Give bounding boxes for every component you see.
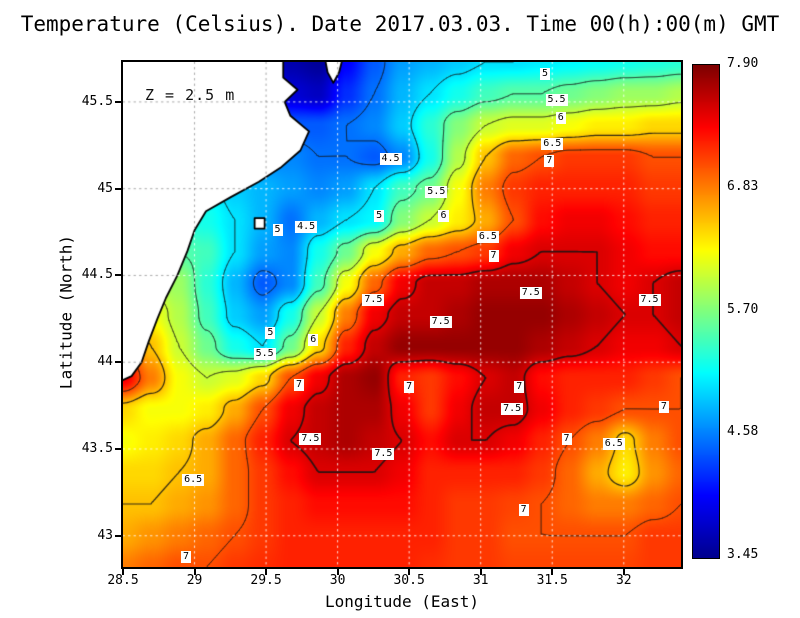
contour-label: 5 — [540, 68, 551, 81]
contour-label: 7.5 — [299, 432, 322, 445]
x-tick-label: 31.5 — [536, 573, 568, 588]
x-tick-label: 28.5 — [107, 573, 139, 588]
x-tick-label: 29 — [186, 573, 203, 588]
contour-label: 7 — [518, 503, 529, 516]
contour-label: 7 — [561, 432, 572, 445]
contour-label: 7 — [404, 380, 415, 393]
colorbar — [692, 64, 720, 559]
y-tick-mark — [115, 534, 121, 537]
contour-label: 7.5 — [519, 286, 542, 299]
contour-label: 7 — [544, 154, 555, 167]
colorbar-tick-label: 5.70 — [727, 301, 759, 317]
contour-label: 7.5 — [501, 403, 524, 416]
colorbar-tick-label: 7.90 — [727, 56, 759, 71]
y-tick-label: 43.5 — [81, 440, 113, 456]
temperature-heatmap-canvas — [123, 62, 681, 567]
x-tick-mark — [193, 569, 196, 575]
y-tick-mark — [115, 361, 121, 364]
contour-label: 5 — [374, 210, 385, 223]
contour-label: 6.5 — [182, 474, 205, 487]
y-tick-mark — [115, 274, 121, 277]
colorbar-gradient-canvas — [693, 65, 719, 558]
contour-label: 7.5 — [638, 293, 661, 306]
y-tick-mark — [115, 187, 121, 190]
contour-label: 6 — [308, 333, 319, 346]
y-tick-label: 44 — [97, 354, 113, 370]
x-tick-label: 30 — [329, 573, 346, 588]
x-axis-label: Longitude (East) — [324, 592, 480, 611]
x-tick-label: 30.5 — [393, 573, 425, 588]
contour-label: 7 — [488, 250, 499, 263]
x-tick-mark — [408, 569, 411, 575]
contour-label: 4.5 — [379, 153, 402, 166]
contour-label: 7.5 — [372, 448, 395, 461]
y-tick-label: 43 — [97, 527, 113, 543]
contour-label: 6 — [555, 111, 566, 124]
contour-label: 6.5 — [476, 231, 499, 244]
contour-label: 7 — [180, 550, 191, 563]
x-tick-mark — [622, 569, 625, 575]
contour-label: 6.5 — [602, 437, 625, 450]
y-tick-mark — [115, 447, 121, 450]
colorbar-tick-label: 4.58 — [727, 424, 759, 440]
y-tick-label: 45 — [97, 180, 113, 196]
contour-label: 5.5 — [253, 347, 276, 360]
y-tick-label: 44.5 — [81, 267, 113, 283]
colorbar-tick-label: 6.83 — [727, 178, 759, 194]
y-tick-label: 45.5 — [81, 93, 113, 109]
chart-title: Temperature (Celsius). Date 2017.03.03. … — [20, 12, 780, 36]
y-tick-mark — [115, 100, 121, 103]
contour-label: 5.5 — [425, 186, 448, 199]
plot-area: Z = 2.5 m 5 5.5 6 6.5 7 4.5 5.5 5 6 6.5 7 5 4.5 7.5 7.… — [121, 60, 683, 569]
contour-label: 6 — [438, 210, 449, 223]
contour-label: 7.5 — [429, 316, 452, 329]
contour-label: 7 — [658, 401, 669, 414]
contour-label: 4.5 — [295, 220, 318, 233]
x-tick-mark — [265, 569, 268, 575]
depth-annotation: Z = 2.5 m — [145, 86, 236, 104]
colorbar-tick-label: 3.45 — [727, 547, 759, 562]
x-tick-mark — [479, 569, 482, 575]
contour-label: 7 — [293, 378, 304, 391]
contour-label: 7.5 — [362, 293, 385, 306]
contour-label: 7 — [514, 380, 525, 393]
x-tick-mark — [336, 569, 339, 575]
contour-label: 5 — [272, 224, 283, 237]
x-tick-label: 31 — [472, 573, 489, 588]
x-tick-label: 29.5 — [250, 573, 282, 588]
x-tick-label: 32 — [615, 573, 632, 588]
contour-label: 5.5 — [545, 94, 568, 107]
x-tick-mark — [122, 569, 124, 575]
x-tick-mark — [551, 569, 554, 575]
contour-label: 5 — [265, 326, 276, 339]
contour-label: 6.5 — [541, 137, 564, 150]
